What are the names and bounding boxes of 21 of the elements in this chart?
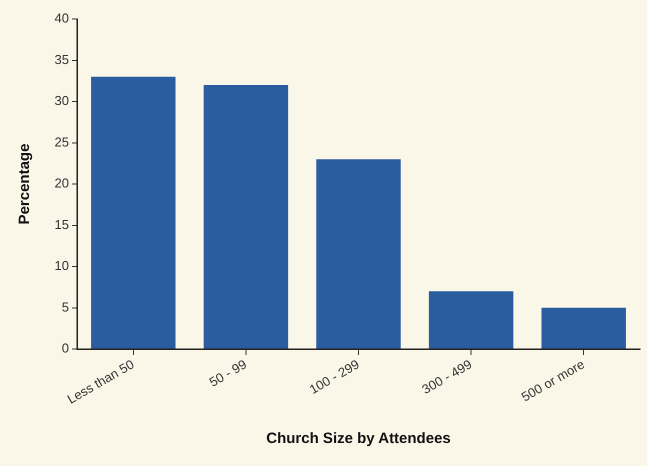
y-tick-label: 15 — [54, 216, 69, 232]
bar — [541, 308, 626, 348]
x-tick-label: 300 - 499 — [419, 356, 474, 397]
bar — [428, 291, 514, 348]
y-tick-label: 35 — [54, 52, 69, 67]
bar — [204, 85, 288, 348]
y-tick-label: 5 — [62, 299, 69, 314]
y-tick-label: 30 — [54, 93, 69, 108]
x-tick-label: Less than 50 — [64, 356, 137, 407]
y-tick-label: 40 — [54, 10, 69, 26]
x-tick-label: 50 - 99 — [206, 356, 250, 390]
x-tick-label: 500 or more — [518, 356, 587, 404]
y-tick-label: 25 — [54, 134, 69, 150]
y-axis-title: Percentage — [16, 144, 34, 224]
bar — [316, 159, 401, 348]
x-tick-label: 100 - 299 — [306, 356, 362, 397]
y-tick-label: 20 — [54, 176, 69, 191]
x-axis-title: Church Size by Attendees — [266, 430, 451, 448]
y-tick-label: 10 — [54, 258, 69, 274]
y-tick-label: 0 — [62, 340, 69, 356]
bar — [91, 76, 176, 348]
